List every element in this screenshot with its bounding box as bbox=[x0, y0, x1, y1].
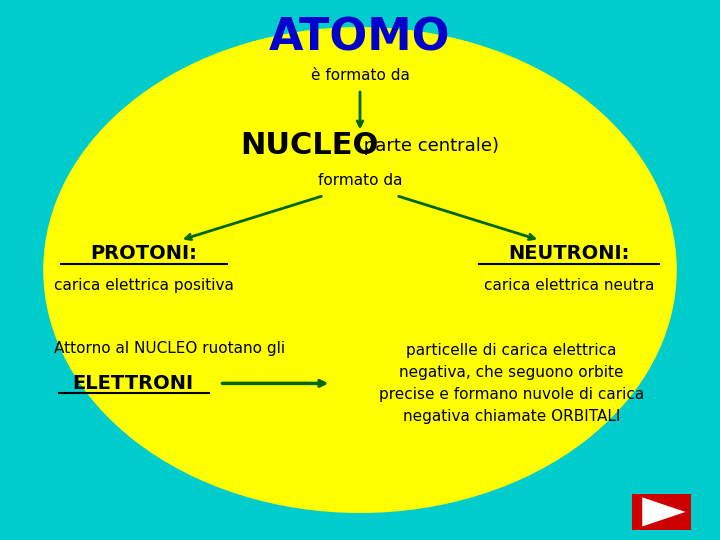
Text: ELETTRONI: ELETTRONI bbox=[73, 374, 194, 393]
Text: formato da: formato da bbox=[318, 173, 402, 188]
Text: Attorno al NUCLEO ruotano gli: Attorno al NUCLEO ruotano gli bbox=[53, 341, 285, 356]
FancyBboxPatch shape bbox=[632, 494, 691, 530]
Text: particelle di carica elettrica
negativa, che seguono orbite
precise e formano nu: particelle di carica elettrica negativa,… bbox=[379, 342, 644, 424]
Text: ATOMO: ATOMO bbox=[269, 16, 451, 59]
Text: carica elettrica positiva: carica elettrica positiva bbox=[54, 278, 234, 293]
Text: carica elettrica neutra: carica elettrica neutra bbox=[484, 278, 654, 293]
Polygon shape bbox=[642, 497, 685, 526]
Text: NEUTRONI:: NEUTRONI: bbox=[508, 244, 629, 264]
Ellipse shape bbox=[43, 27, 677, 513]
Text: PROTONI:: PROTONI: bbox=[91, 244, 197, 264]
Text: è formato da: è formato da bbox=[310, 68, 410, 83]
Text: NUCLEO: NUCLEO bbox=[240, 131, 379, 160]
Text: (parte centrale): (parte centrale) bbox=[351, 137, 499, 155]
